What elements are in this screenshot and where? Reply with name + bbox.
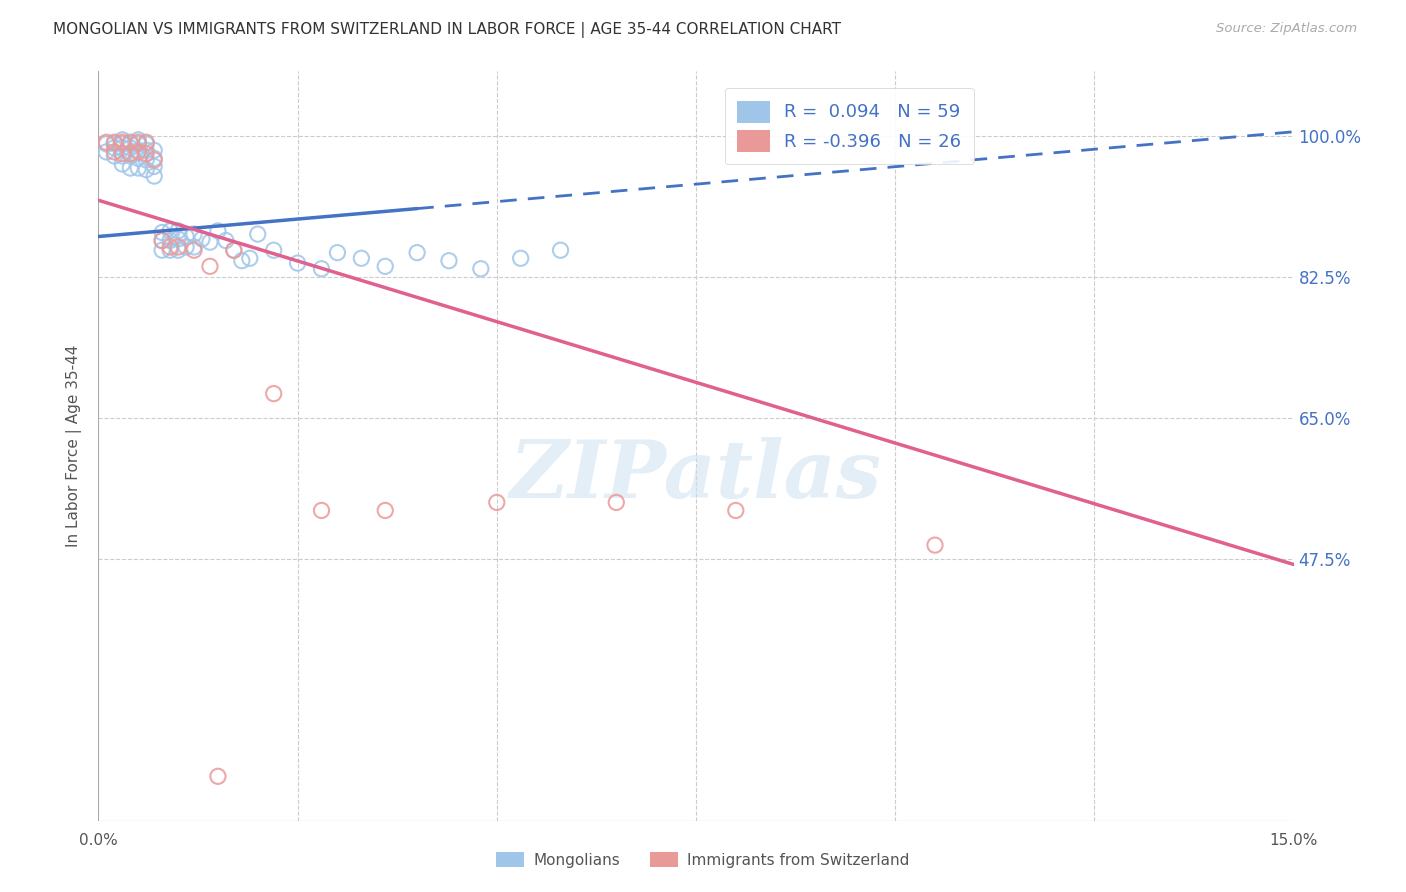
Point xyxy=(191,232,214,246)
Point xyxy=(311,503,333,517)
Point xyxy=(143,160,166,174)
Point xyxy=(143,169,166,183)
Text: 0.0%: 0.0% xyxy=(79,833,118,847)
Point xyxy=(263,386,285,401)
Point xyxy=(159,224,181,238)
Point xyxy=(103,135,125,149)
Point xyxy=(111,149,134,163)
Point xyxy=(150,234,173,248)
Point xyxy=(103,149,125,163)
Point xyxy=(96,136,118,151)
Point xyxy=(198,235,221,249)
Point xyxy=(406,245,429,260)
Point xyxy=(550,244,572,258)
Point xyxy=(135,146,157,161)
Point xyxy=(135,135,157,149)
Point xyxy=(135,136,157,151)
Point xyxy=(135,162,157,177)
Point xyxy=(127,145,149,159)
Text: MONGOLIAN VS IMMIGRANTS FROM SWITZERLAND IN LABOR FORCE | AGE 35-44 CORRELATION : MONGOLIAN VS IMMIGRANTS FROM SWITZERLAND… xyxy=(53,22,841,38)
Point xyxy=(167,224,190,238)
Point xyxy=(103,145,125,159)
Point xyxy=(127,161,149,175)
Legend: Mongolians, Immigrants from Switzerland: Mongolians, Immigrants from Switzerland xyxy=(489,844,917,875)
Point xyxy=(159,240,181,254)
Text: ZIPatlas: ZIPatlas xyxy=(510,437,882,515)
Point xyxy=(231,253,253,268)
Point xyxy=(605,495,627,509)
Point xyxy=(120,141,142,155)
Point xyxy=(143,152,166,166)
Text: 15.0%: 15.0% xyxy=(1270,833,1317,847)
Point xyxy=(246,227,269,241)
Point xyxy=(183,244,205,258)
Point xyxy=(509,252,531,266)
Point xyxy=(167,244,190,258)
Point xyxy=(215,234,238,248)
Point xyxy=(470,261,492,276)
Point xyxy=(924,538,946,552)
Point xyxy=(222,244,245,258)
Point xyxy=(183,227,205,241)
Point xyxy=(103,141,125,155)
Point xyxy=(150,226,173,240)
Point xyxy=(167,232,190,246)
Point xyxy=(127,136,149,151)
Text: Source: ZipAtlas.com: Source: ZipAtlas.com xyxy=(1216,22,1357,36)
Point xyxy=(174,240,197,254)
Point xyxy=(111,157,134,171)
Point xyxy=(127,152,149,166)
Point xyxy=(111,141,134,155)
Point xyxy=(103,136,125,151)
Point xyxy=(120,149,142,163)
Point xyxy=(207,769,229,783)
Point xyxy=(120,135,142,149)
Point xyxy=(374,260,396,274)
Point xyxy=(724,503,747,517)
Point xyxy=(111,146,134,161)
Point xyxy=(120,146,142,161)
Point xyxy=(207,224,229,238)
Point xyxy=(120,161,142,175)
Legend: R =  0.094   N = 59, R = -0.396   N = 26: R = 0.094 N = 59, R = -0.396 N = 26 xyxy=(724,88,974,164)
Point xyxy=(143,153,166,167)
Point xyxy=(150,244,173,258)
Point xyxy=(96,145,118,159)
Point xyxy=(111,135,134,149)
Point xyxy=(311,261,333,276)
Y-axis label: In Labor Force | Age 35-44: In Labor Force | Age 35-44 xyxy=(66,345,83,547)
Point xyxy=(127,135,149,149)
Point xyxy=(96,135,118,149)
Point xyxy=(485,495,508,509)
Point xyxy=(135,153,157,167)
Point xyxy=(287,256,309,270)
Point xyxy=(374,503,396,517)
Point xyxy=(143,144,166,158)
Point xyxy=(150,234,173,248)
Point xyxy=(326,245,349,260)
Point xyxy=(263,244,285,258)
Point xyxy=(159,234,181,248)
Point xyxy=(127,144,149,158)
Point xyxy=(111,133,134,147)
Point xyxy=(167,240,190,254)
Point xyxy=(239,252,262,266)
Point xyxy=(120,136,142,151)
Point xyxy=(159,244,181,258)
Point xyxy=(222,244,245,258)
Point xyxy=(111,136,134,151)
Point xyxy=(127,133,149,147)
Point xyxy=(437,253,460,268)
Point xyxy=(183,240,205,254)
Point xyxy=(198,260,221,274)
Point xyxy=(174,229,197,244)
Point xyxy=(135,144,157,158)
Point xyxy=(350,252,373,266)
